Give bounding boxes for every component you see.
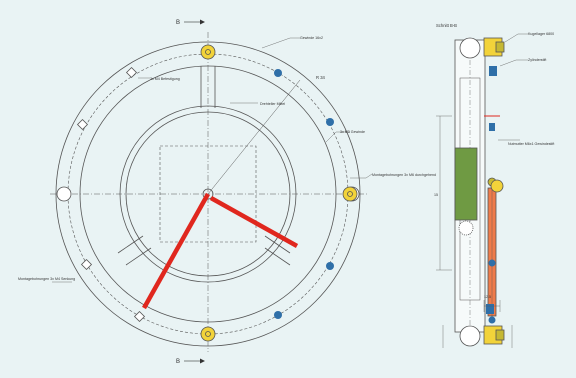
left-mount-hole [56,186,72,202]
section-marker-bottom: B [176,358,205,365]
red-hand-short [209,196,299,248]
callout-inner-center: Drehteller Mittel [260,102,285,106]
spoke-top [200,66,216,108]
diamond-hole-lower-left [80,258,93,271]
diamond-hole-bottom-left [133,310,146,323]
section-dimensions [436,33,528,348]
callout-top-right: Gewinde 16x2 [300,36,323,40]
callout-right-blue: 3x M3 Gewinde [340,130,365,134]
section-callout-mid-2: Nutmutter M6x1 Gewindestift [508,142,554,146]
red-hands [142,192,299,310]
section-dim-height: 15 [434,193,438,197]
callout-bottom-left: Montagebohrungen 3x M4 Senkung [18,277,75,281]
red-hand-long [142,192,210,310]
svg-text:B: B [176,20,180,26]
section-marker-top: B [176,19,205,26]
yellow-hole-right [342,186,358,202]
outer-ring [55,41,361,347]
turntable-outer [119,105,297,283]
callout-left-holes: 3x M4 Befestigung [150,77,180,81]
blue-hole-3 [326,262,334,270]
front-view [50,32,368,352]
yellow-hole-top [200,44,216,60]
gear [458,220,474,236]
blue-block-top [489,66,497,76]
yellow-holes [200,44,358,342]
green-block [454,147,478,221]
callout-radius: R 34 [316,75,326,80]
center-hub [202,188,214,200]
section-dim-bottom: 12.5 [484,295,491,299]
section-callout-top: Kugellager 6800 [528,32,554,36]
section-yellow-caps [483,37,505,345]
blue-hole-2 [326,118,334,126]
blue-hole-1 [274,69,282,77]
section-callout-mid-1: Zylinderstift [528,58,546,62]
front-callouts [52,37,373,283]
yellow-hole-bottom [200,326,216,342]
section-title: Schnitt B-B [436,23,457,28]
diamond-hole-upper-left [76,118,89,131]
dashed-square [159,145,257,243]
blue-block-mid [489,123,495,131]
bearing-bottom [459,325,481,347]
radius-leader [207,79,301,195]
blue-holes [274,69,334,319]
svg-text:B: B [176,359,180,365]
section-view [454,37,500,347]
callout-right-yellow: Montagebohrungen 3x M6 durchgehend [372,173,436,177]
blue-hole-4 [274,311,282,319]
turntable-inner [125,111,291,277]
bearing-top [459,37,481,59]
spoke-lower-right [264,235,291,266]
diamond-hole-top-left [125,66,138,79]
inner-ring-outer [79,65,337,323]
blue-block-bottom [486,304,494,314]
spoke-lower-left [117,235,152,266]
